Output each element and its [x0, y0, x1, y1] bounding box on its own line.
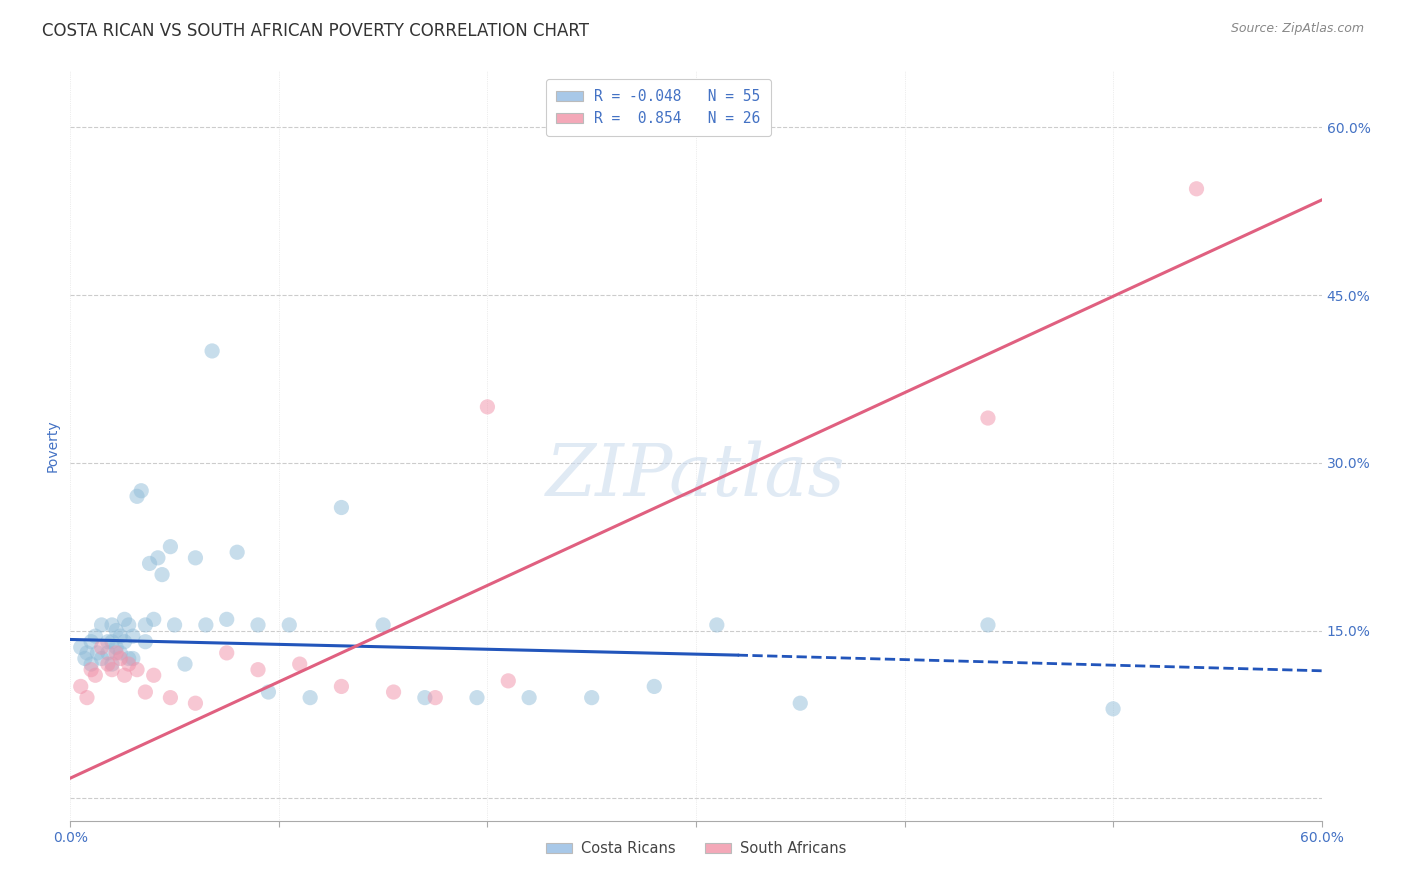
Point [125, 663, 148, 677]
Point [101, 663, 124, 677]
Point [86, 646, 108, 660]
Point [90, 640, 112, 655]
Point [215, 646, 238, 660]
Point [118, 651, 141, 665]
Point [247, 618, 270, 632]
Point [977, 411, 1000, 425]
Point [581, 690, 603, 705]
Point [118, 618, 141, 632]
Point [114, 612, 136, 626]
Point [134, 618, 156, 632]
Point [201, 343, 224, 358]
Point [159, 540, 181, 554]
Point [706, 618, 728, 632]
Point [84, 629, 107, 643]
Point [118, 657, 141, 671]
Point [477, 400, 499, 414]
Point [413, 690, 436, 705]
Point [257, 685, 280, 699]
Point [90, 618, 112, 632]
Point [174, 657, 197, 671]
Point [69, 640, 91, 655]
Point [80, 663, 103, 677]
Point [114, 668, 136, 682]
Point [110, 629, 132, 643]
Point [184, 696, 207, 710]
Text: COSTA RICAN VS SOUTH AFRICAN POVERTY CORRELATION CHART: COSTA RICAN VS SOUTH AFRICAN POVERTY COR… [42, 22, 589, 40]
Point [330, 680, 353, 694]
Point [215, 612, 238, 626]
Point [110, 646, 132, 660]
Point [299, 690, 322, 705]
Point [125, 489, 148, 503]
Point [643, 680, 665, 694]
Point [146, 550, 169, 565]
Point [97, 646, 120, 660]
Point [90, 651, 112, 665]
Point [73, 651, 96, 665]
Point [977, 618, 1000, 632]
Point [150, 567, 173, 582]
Point [159, 690, 181, 705]
Y-axis label: Poverty: Poverty [45, 420, 59, 472]
Point [80, 634, 103, 648]
Point [330, 500, 353, 515]
Point [184, 550, 207, 565]
Text: Source: ZipAtlas.com: Source: ZipAtlas.com [1230, 22, 1364, 36]
Point [1102, 702, 1125, 716]
Point [498, 673, 520, 688]
Point [129, 483, 152, 498]
Point [121, 651, 145, 665]
Point [84, 668, 107, 682]
Point [105, 640, 128, 655]
Point [76, 690, 98, 705]
Point [425, 690, 447, 705]
Point [69, 680, 91, 694]
Point [105, 646, 128, 660]
Point [121, 629, 145, 643]
Point [142, 612, 165, 626]
Point [1185, 182, 1208, 196]
Point [371, 618, 394, 632]
Point [97, 657, 120, 671]
Point [97, 634, 120, 648]
Text: ZIPatlas: ZIPatlas [546, 441, 846, 511]
Point [517, 690, 540, 705]
Point [101, 657, 124, 671]
Point [76, 646, 98, 660]
Point [278, 618, 301, 632]
Point [101, 634, 124, 648]
Point [382, 685, 405, 699]
Point [163, 618, 186, 632]
Point [226, 545, 249, 559]
Point [194, 618, 217, 632]
Point [134, 685, 156, 699]
Point [142, 668, 165, 682]
Point [247, 663, 270, 677]
Point [138, 557, 160, 571]
Point [288, 657, 311, 671]
Legend: Costa Ricans, South Africans: Costa Ricans, South Africans [540, 836, 852, 862]
Point [105, 624, 128, 638]
Point [114, 634, 136, 648]
Point [110, 651, 132, 665]
Point [465, 690, 488, 705]
Point [80, 657, 103, 671]
Point [789, 696, 811, 710]
Point [101, 618, 124, 632]
Point [134, 634, 156, 648]
